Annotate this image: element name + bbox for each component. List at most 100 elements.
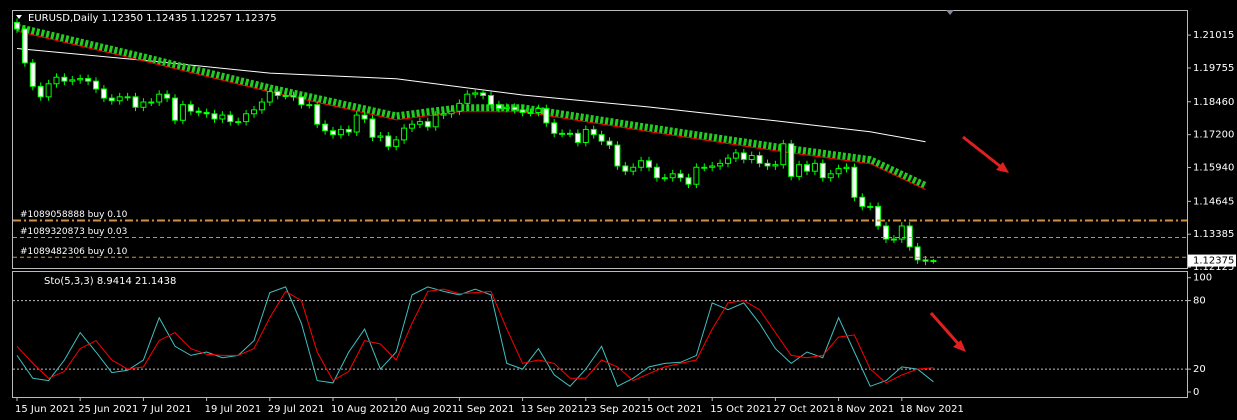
candle-body [456, 102, 463, 112]
candle-body [472, 92, 479, 95]
candle-body [203, 111, 210, 115]
y-tick-label: 1.18460 [1193, 97, 1234, 108]
candle-body [519, 109, 526, 113]
y-tick-label: 1.14645 [1193, 196, 1234, 207]
order-label: #1089482306 buy 0.10 [20, 247, 128, 257]
candle-body [646, 160, 652, 168]
y-tick-label: 1.15940 [1193, 163, 1234, 174]
candle-body [61, 76, 68, 82]
candle-body [788, 143, 795, 177]
oscillator-line [16, 286, 934, 387]
last-price-box [1188, 254, 1236, 267]
candle-body [582, 128, 589, 143]
candle-body [345, 128, 352, 133]
candle-body [77, 78, 84, 81]
candle-body [740, 152, 747, 160]
candle-body [322, 123, 329, 132]
y-tick-label: 1.12125 [1193, 262, 1234, 273]
candle-body [693, 166, 700, 185]
candle-body [819, 162, 826, 179]
candle-body [187, 104, 194, 112]
candle-body [930, 260, 937, 263]
candle-body [116, 96, 123, 102]
candle-body [653, 166, 660, 179]
candle-body [464, 93, 471, 104]
candle-body [377, 135, 384, 138]
candle-body [314, 104, 321, 125]
candle-body [488, 95, 494, 106]
candle-body [306, 104, 313, 107]
x-tick-label: 1 Sep 2021 [457, 404, 514, 415]
y-tick-label: 0 [1193, 387, 1199, 398]
candle-body [811, 162, 818, 172]
candle-body [851, 166, 858, 198]
x-tick-label: 7 Jul 2021 [141, 404, 191, 415]
x-tick-label: 15 Oct 2021 [710, 404, 772, 415]
candle-body [251, 109, 257, 115]
candle-body [503, 106, 510, 110]
candle-body [282, 95, 289, 98]
candle-body [85, 78, 92, 82]
candle-body [614, 144, 621, 167]
candle-body [195, 110, 202, 113]
x-tick-label: 29 Jul 2021 [268, 404, 325, 415]
y-tick-label: 1.19755 [1193, 63, 1234, 74]
x-tick-label: 5 Oct 2021 [647, 404, 702, 415]
last-price-label: 1.12375 [1193, 256, 1234, 267]
candle-body [385, 135, 392, 147]
indicator-title: Sto(5,3,3) 8.9414 21.1438 [44, 276, 176, 287]
x-tick-label: 10 Aug 2021 [331, 404, 395, 415]
arrow-shaft [929, 312, 964, 349]
candle-body [535, 108, 542, 113]
arrow-head [996, 162, 1009, 173]
candle-body [179, 104, 186, 121]
candle-body [914, 246, 921, 261]
shift-marker[interactable] [946, 10, 954, 15]
candle-body [424, 121, 431, 128]
candle-body [835, 168, 842, 175]
candle-body [725, 157, 731, 164]
collapse-icon[interactable] [16, 15, 22, 19]
candle-body [258, 101, 265, 111]
candle-body [630, 166, 637, 172]
x-tick-label: 8 Nov 2021 [837, 404, 895, 415]
candle-body [37, 85, 44, 98]
candle-body [148, 101, 155, 104]
candle-body [606, 140, 613, 146]
arrow-shaft [962, 135, 1006, 172]
candle-body [353, 114, 360, 133]
candle-body [574, 132, 581, 143]
y-tick-label: 1.13385 [1193, 229, 1234, 240]
oscillator-line [16, 288, 934, 384]
x-tick-label: 15 Jun 2021 [15, 404, 75, 415]
candle-body [764, 162, 771, 167]
x-tick-label: 18 Nov 2021 [900, 404, 964, 415]
candle-body [132, 96, 139, 108]
candle-body [922, 259, 929, 262]
candle-body [843, 166, 850, 170]
candle-body [906, 225, 913, 248]
x-tick-label: 27 Oct 2021 [773, 404, 835, 415]
candle-body [717, 162, 724, 167]
candle-body [140, 101, 147, 108]
candle-body [172, 97, 178, 121]
candle-body [890, 238, 897, 241]
y-tick-label: 80 [1193, 296, 1206, 307]
candle-body [156, 93, 163, 103]
candle-body [590, 128, 597, 136]
candle-body [93, 80, 99, 90]
x-tick-label: 20 Aug 2021 [394, 404, 458, 415]
y-tick-label: 1.21015 [1193, 30, 1234, 41]
candle-body [622, 165, 629, 172]
candle-body [827, 173, 834, 179]
order-label: #1089320873 buy 0.03 [20, 227, 127, 237]
candle-body [543, 108, 550, 124]
candle-body [401, 127, 408, 141]
candle-body [298, 96, 305, 106]
x-tick-label: 19 Jul 2021 [205, 404, 262, 415]
x-tick-label: 23 Sep 2021 [584, 404, 647, 415]
arrow-head [953, 340, 966, 352]
candle-body [495, 104, 502, 110]
candle-body [14, 21, 20, 30]
